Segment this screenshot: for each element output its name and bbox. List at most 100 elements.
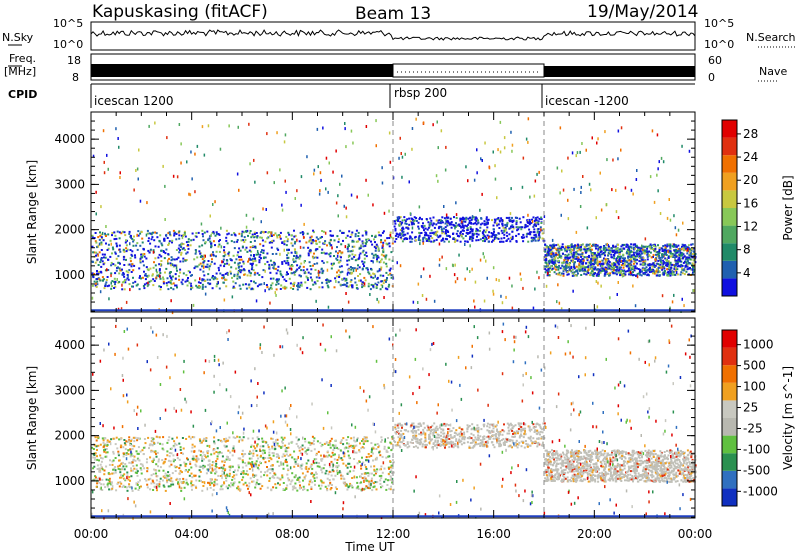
data-point: [686, 258, 689, 261]
cpid-strip: CPID icescan 1200 rbsp 200 icescan -1200: [8, 83, 695, 108]
data-point: [337, 269, 340, 272]
data-point: [220, 226, 222, 230]
data-point: [253, 254, 255, 256]
data-point: [156, 441, 159, 444]
data-point: [313, 458, 316, 461]
data-point: [262, 244, 265, 247]
data-point: [134, 471, 137, 474]
data-point: [424, 234, 426, 237]
data-point: [349, 470, 352, 473]
data-point: [305, 241, 308, 244]
data-point: [229, 466, 232, 469]
data-point: [515, 234, 518, 237]
data-point: [374, 249, 377, 252]
data-point: [365, 231, 368, 234]
colorbar-swatch: [722, 172, 737, 191]
data-point: [123, 439, 126, 441]
data-point: [520, 277, 522, 281]
data-point: [107, 233, 110, 236]
data-point: [243, 241, 246, 243]
data-point: [318, 246, 321, 248]
data-point: [352, 449, 355, 452]
data-point: [477, 222, 480, 225]
data-point: [271, 240, 274, 243]
data-point: [162, 164, 164, 168]
data-point: [320, 251, 323, 254]
data-point: [329, 252, 332, 255]
data-point: [168, 240, 171, 243]
data-point: [179, 478, 181, 480]
data-point: [131, 263, 134, 266]
data-point: [256, 454, 259, 457]
data-point: [184, 469, 187, 472]
data-point: [179, 249, 181, 252]
data-point: [155, 452, 157, 455]
data-point: [233, 287, 236, 289]
data-point: [360, 244, 362, 248]
data-point: [240, 438, 243, 441]
data-point: [298, 274, 301, 277]
data-point: [350, 272, 353, 275]
data-point: [201, 287, 204, 290]
data-point: [103, 450, 106, 453]
data-point: [472, 222, 475, 225]
data-point: [210, 233, 212, 237]
data-point: [201, 265, 203, 268]
data-point: [254, 180, 256, 184]
data-point: [427, 238, 430, 241]
data-point: [620, 264, 623, 267]
data-point: [317, 165, 319, 169]
data-point: [685, 256, 688, 259]
data-point: [208, 237, 211, 240]
data-point: [278, 234, 281, 237]
data-point: [639, 271, 642, 274]
data-point: [377, 281, 380, 284]
data-point: [660, 156, 663, 160]
data-point: [154, 121, 156, 125]
data-point: [327, 286, 330, 289]
data-point: [462, 226, 465, 229]
data-point: [599, 251, 602, 254]
nave-tick-top: 60: [708, 54, 722, 67]
data-point: [100, 241, 103, 244]
data-point: [153, 482, 156, 485]
data-point: [650, 256, 653, 259]
data-point: [158, 285, 161, 288]
data-point: [355, 229, 358, 232]
data-point: [130, 253, 133, 256]
data-point: [247, 437, 250, 440]
data-point: [347, 450, 350, 453]
data-point: [223, 438, 226, 441]
data-point: [96, 270, 98, 272]
data-point: [527, 232, 530, 235]
data-point: [320, 459, 323, 462]
data-point: [629, 269, 632, 272]
data-point: [176, 457, 179, 460]
data-point: [380, 234, 382, 237]
data-point: [257, 468, 260, 471]
data-point: [640, 255, 642, 259]
data-point: [510, 225, 512, 228]
data-point: [204, 280, 207, 282]
data-point: [666, 245, 669, 248]
data-point: [370, 477, 373, 480]
data-point: [386, 237, 389, 240]
data-point: [602, 247, 605, 250]
data-point: [187, 244, 189, 246]
data-point: [140, 231, 143, 233]
data-point: [475, 227, 478, 230]
data-point: [258, 283, 261, 286]
colorbar-swatch: [722, 137, 737, 156]
data-point: [592, 256, 594, 259]
data-point: [271, 452, 274, 454]
data-point: [581, 254, 584, 257]
data-point: [120, 232, 123, 235]
data-point: [347, 285, 350, 288]
data-point: [132, 465, 135, 467]
data-point: [241, 449, 244, 452]
data-point: [688, 254, 691, 257]
data-point: [256, 443, 259, 446]
data-point: [617, 271, 620, 274]
data-point: [180, 281, 183, 284]
data-point: [606, 259, 609, 262]
